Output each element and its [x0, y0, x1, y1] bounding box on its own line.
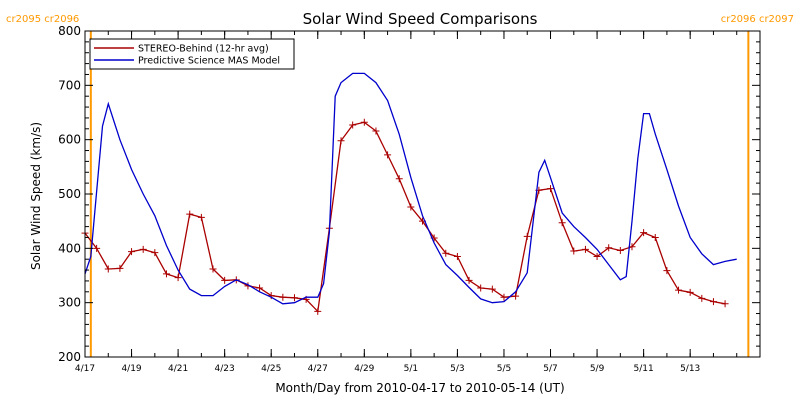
y-tick-label: 600	[58, 133, 81, 147]
series-line-1	[84, 72, 737, 305]
data-point	[593, 252, 601, 260]
data-point	[162, 270, 170, 278]
data-point	[395, 175, 403, 183]
data-point	[523, 232, 531, 240]
legend-box	[89, 38, 295, 70]
data-point	[442, 249, 450, 257]
data-point	[709, 298, 717, 306]
data-point	[640, 229, 648, 237]
data-point	[186, 210, 194, 218]
data-point	[488, 285, 496, 293]
data-point	[453, 252, 461, 260]
data-point	[256, 284, 264, 292]
plot-frame	[84, 30, 761, 358]
data-point	[221, 276, 229, 284]
x-tick-label: 4/27	[308, 364, 328, 374]
data-point	[570, 247, 578, 255]
y-axis-label: Solar Wind Speed (km/s)	[29, 122, 43, 270]
data-point	[337, 137, 345, 145]
data-point	[197, 213, 205, 221]
data-point	[558, 219, 566, 227]
x-tick-label: 5/1	[404, 364, 418, 374]
data-point	[500, 293, 508, 301]
legend-label: STEREO-Behind (12-hr avg)	[138, 44, 269, 55]
data-point	[139, 245, 147, 253]
data-point	[605, 244, 613, 252]
data-point	[314, 307, 322, 315]
data-point	[151, 249, 159, 257]
data-point	[675, 286, 683, 294]
axes: 200 300 400 500 600 700 800 4/17 4/19 4/21 4/23 4/2…	[58, 24, 761, 374]
data-point	[104, 265, 112, 273]
x-tick-label: 5/13	[680, 364, 700, 374]
x-tick-label: 4/23	[215, 364, 235, 374]
x-tick-label: 5/5	[497, 364, 511, 374]
data-point	[698, 294, 706, 302]
data-point	[581, 245, 589, 253]
data-point	[360, 118, 368, 126]
data-point	[384, 151, 392, 159]
data-point	[290, 294, 298, 302]
data-point	[512, 292, 520, 300]
data-point	[372, 127, 380, 135]
y-tick-label: 300	[58, 296, 81, 310]
x-tick-label: 5/9	[590, 364, 605, 374]
y-tick-label: 200	[58, 350, 81, 364]
data-point	[547, 185, 555, 193]
data-point	[686, 288, 694, 296]
x-tick-label: 5/11	[634, 364, 654, 374]
data-point	[465, 276, 473, 284]
y-tick-label: 700	[58, 78, 81, 92]
data-point	[209, 265, 217, 273]
data-point	[349, 121, 357, 129]
x-tick-label: 4/25	[261, 364, 281, 374]
x-axis-label: Month/Day from 2010-04-17 to 2010-05-14 …	[275, 381, 564, 395]
series-layer	[81, 72, 737, 315]
data-point	[721, 300, 729, 308]
x-tick-label: 4/29	[354, 364, 374, 374]
data-point	[407, 203, 415, 211]
data-point	[651, 233, 659, 241]
x-tick-label: 4/19	[121, 364, 141, 374]
x-tick-label: 4/17	[75, 364, 95, 374]
rotation-marker-label: cr2095 cr2096	[6, 14, 79, 25]
data-point	[116, 264, 124, 272]
data-point	[663, 267, 671, 275]
legend: STEREO-Behind (12-hr avg)Predictive Scie…	[89, 38, 295, 70]
y-tick-label: 400	[58, 241, 81, 255]
legend-label: Predictive Science MAS Model	[138, 56, 280, 67]
chart-title: Solar Wind Speed Comparisons	[303, 10, 538, 28]
x-tick-label: 5/7	[543, 364, 557, 374]
y-tick-label: 500	[58, 187, 81, 201]
data-point	[616, 247, 624, 255]
data-point	[279, 293, 287, 301]
x-tick-label: 4/21	[168, 364, 188, 374]
y-tick-label: 800	[58, 24, 81, 38]
series-line-0	[84, 121, 726, 313]
x-tick-label: 5/3	[450, 364, 464, 374]
rotation-marker-label: cr2096 cr2097	[721, 14, 794, 25]
data-point	[93, 244, 101, 252]
data-point	[128, 248, 136, 256]
data-point	[477, 284, 485, 292]
data-point	[174, 274, 182, 282]
